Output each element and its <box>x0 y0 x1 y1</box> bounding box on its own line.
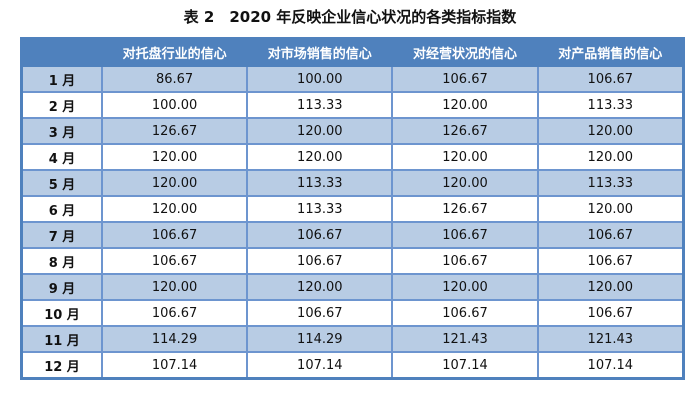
value-cell: 121.43 <box>536 325 685 353</box>
value-cell: 106.67 <box>536 221 685 249</box>
value-cell: 106.67 <box>100 221 249 249</box>
value-cell: 107.14 <box>246 351 394 380</box>
month-cell: 8 月 <box>20 247 103 275</box>
value-cell: 120.00 <box>391 273 539 301</box>
column-header: 对托盘行业的信心 <box>100 37 249 67</box>
value-cell: 106.67 <box>391 247 539 275</box>
month-cell: 6 月 <box>20 195 103 223</box>
column-header: 对经营状况的信心 <box>391 37 539 67</box>
table-row: 12 月 107.14 107.14 107.14 107.14 <box>20 351 685 380</box>
value-cell: 114.29 <box>246 325 394 353</box>
value-cell: 120.00 <box>246 273 394 301</box>
value-cell: 106.67 <box>391 65 539 93</box>
value-cell: 121.43 <box>391 325 539 353</box>
value-cell: 106.67 <box>536 299 685 327</box>
month-cell: 1 月 <box>20 65 103 93</box>
value-cell: 113.33 <box>246 169 394 197</box>
value-cell: 120.00 <box>100 169 249 197</box>
value-cell: 113.33 <box>246 195 394 223</box>
value-cell: 113.33 <box>536 91 685 119</box>
value-cell: 100.00 <box>100 91 249 119</box>
value-cell: 120.00 <box>246 143 394 171</box>
table-row: 7 月 106.67 106.67 106.67 106.67 <box>20 221 685 249</box>
month-cell: 4 月 <box>20 143 103 171</box>
table-row: 11 月 114.29 114.29 121.43 121.43 <box>20 325 685 353</box>
value-cell: 114.29 <box>100 325 249 353</box>
value-cell: 120.00 <box>246 117 394 145</box>
value-cell: 106.67 <box>100 247 249 275</box>
value-cell: 107.14 <box>536 351 685 380</box>
table-row: 10 月 106.67 106.67 106.67 106.67 <box>20 299 685 327</box>
table-row: 8 月 106.67 106.67 106.67 106.67 <box>20 247 685 275</box>
table-row: 6 月 120.00 113.33 126.67 120.00 <box>20 195 685 223</box>
value-cell: 120.00 <box>100 143 249 171</box>
table-title: 表 2 2020 年反映企业信心状况的各类指标指数 <box>183 8 517 26</box>
table-row: 2 月 100.00 113.33 120.00 113.33 <box>20 91 685 119</box>
value-cell: 120.00 <box>536 117 685 145</box>
value-cell: 120.00 <box>100 195 249 223</box>
table-row: 5 月 120.00 113.33 120.00 113.33 <box>20 169 685 197</box>
value-cell: 120.00 <box>391 143 539 171</box>
value-cell: 120.00 <box>391 169 539 197</box>
value-cell: 106.67 <box>246 247 394 275</box>
column-header: 对产品销售的信心 <box>536 37 685 67</box>
column-header: 对市场销售的信心 <box>246 37 394 67</box>
month-cell: 10 月 <box>20 299 103 327</box>
value-cell: 126.67 <box>391 195 539 223</box>
value-cell: 106.67 <box>246 299 394 327</box>
table-row: 3 月 126.67 120.00 126.67 120.00 <box>20 117 685 145</box>
value-cell: 106.67 <box>246 221 394 249</box>
table-row: 1 月 86.67 100.00 106.67 106.67 <box>20 65 685 93</box>
column-header <box>20 37 103 67</box>
value-cell: 106.67 <box>391 299 539 327</box>
value-cell: 120.00 <box>391 91 539 119</box>
value-cell: 106.67 <box>536 247 685 275</box>
value-cell: 120.00 <box>536 143 685 171</box>
value-cell: 106.67 <box>100 299 249 327</box>
value-cell: 107.14 <box>100 351 249 380</box>
value-cell: 120.00 <box>536 273 685 301</box>
month-cell: 9 月 <box>20 273 103 301</box>
confidence-index-table: 对托盘行业的信心 对市场销售的信心 对经营状况的信心 对产品销售的信心 1 月 86.6… <box>20 37 685 380</box>
month-cell: 7 月 <box>20 221 103 249</box>
value-cell: 86.67 <box>100 65 249 93</box>
value-cell: 113.33 <box>246 91 394 119</box>
month-cell: 11 月 <box>20 325 103 353</box>
value-cell: 120.00 <box>100 273 249 301</box>
month-cell: 3 月 <box>20 117 103 145</box>
month-cell: 12 月 <box>20 351 103 380</box>
month-cell: 2 月 <box>20 91 103 119</box>
value-cell: 107.14 <box>391 351 539 380</box>
month-cell: 5 月 <box>20 169 103 197</box>
table-row: 4 月 120.00 120.00 120.00 120.00 <box>20 143 685 171</box>
value-cell: 106.67 <box>536 65 685 93</box>
value-cell: 106.67 <box>391 221 539 249</box>
value-cell: 126.67 <box>100 117 249 145</box>
value-cell: 120.00 <box>536 195 685 223</box>
value-cell: 126.67 <box>391 117 539 145</box>
header-row: 对托盘行业的信心 对市场销售的信心 对经营状况的信心 对产品销售的信心 <box>20 37 685 67</box>
table-row: 9 月 120.00 120.00 120.00 120.00 <box>20 273 685 301</box>
value-cell: 113.33 <box>536 169 685 197</box>
value-cell: 100.00 <box>246 65 394 93</box>
